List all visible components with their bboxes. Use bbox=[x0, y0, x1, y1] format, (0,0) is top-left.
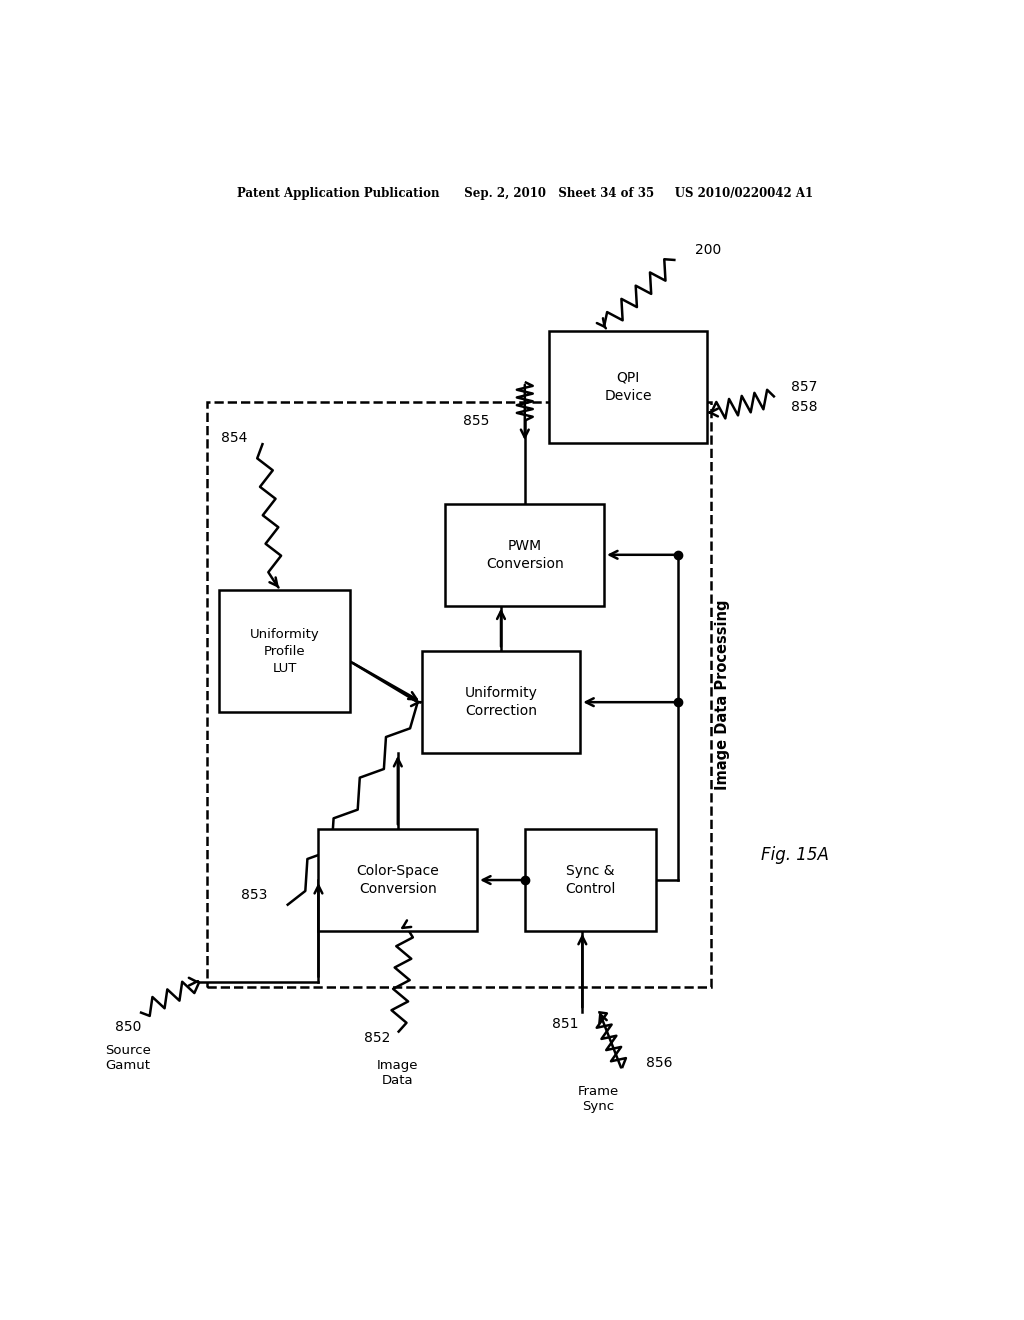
Text: Image
Data: Image Data bbox=[377, 1059, 419, 1088]
Bar bbox=[318, 829, 477, 931]
Text: Fig. 15A: Fig. 15A bbox=[761, 846, 828, 863]
Text: 850: 850 bbox=[115, 1020, 141, 1035]
Bar bbox=[524, 829, 655, 931]
Bar bbox=[445, 504, 604, 606]
Text: 200: 200 bbox=[695, 243, 722, 257]
Text: 857: 857 bbox=[791, 380, 817, 395]
Bar bbox=[219, 590, 350, 713]
Text: PWM
Conversion: PWM Conversion bbox=[486, 539, 563, 572]
Text: 854: 854 bbox=[220, 430, 247, 445]
Text: 851: 851 bbox=[552, 1018, 579, 1031]
Text: Uniformity
Correction: Uniformity Correction bbox=[465, 686, 538, 718]
Text: Image Data Processing: Image Data Processing bbox=[715, 599, 730, 789]
Text: Source
Gamut: Source Gamut bbox=[105, 1044, 151, 1072]
Text: 856: 856 bbox=[646, 1056, 673, 1071]
Bar bbox=[422, 651, 581, 752]
Text: 852: 852 bbox=[364, 1031, 390, 1044]
Text: Uniformity
Profile
LUT: Uniformity Profile LUT bbox=[250, 628, 319, 675]
Text: 853: 853 bbox=[241, 888, 267, 903]
Text: Sync &
Control: Sync & Control bbox=[565, 863, 615, 896]
Bar bbox=[207, 403, 712, 987]
Text: Frame
Sync: Frame Sync bbox=[578, 1085, 618, 1113]
Text: 855: 855 bbox=[463, 413, 489, 428]
Text: QPI
Device: QPI Device bbox=[604, 371, 651, 404]
Text: 858: 858 bbox=[791, 400, 817, 414]
Text: Color-Space
Conversion: Color-Space Conversion bbox=[356, 863, 439, 896]
Bar bbox=[549, 331, 708, 444]
Text: Patent Application Publication      Sep. 2, 2010   Sheet 34 of 35     US 2010/02: Patent Application Publication Sep. 2, 2… bbox=[237, 187, 813, 201]
